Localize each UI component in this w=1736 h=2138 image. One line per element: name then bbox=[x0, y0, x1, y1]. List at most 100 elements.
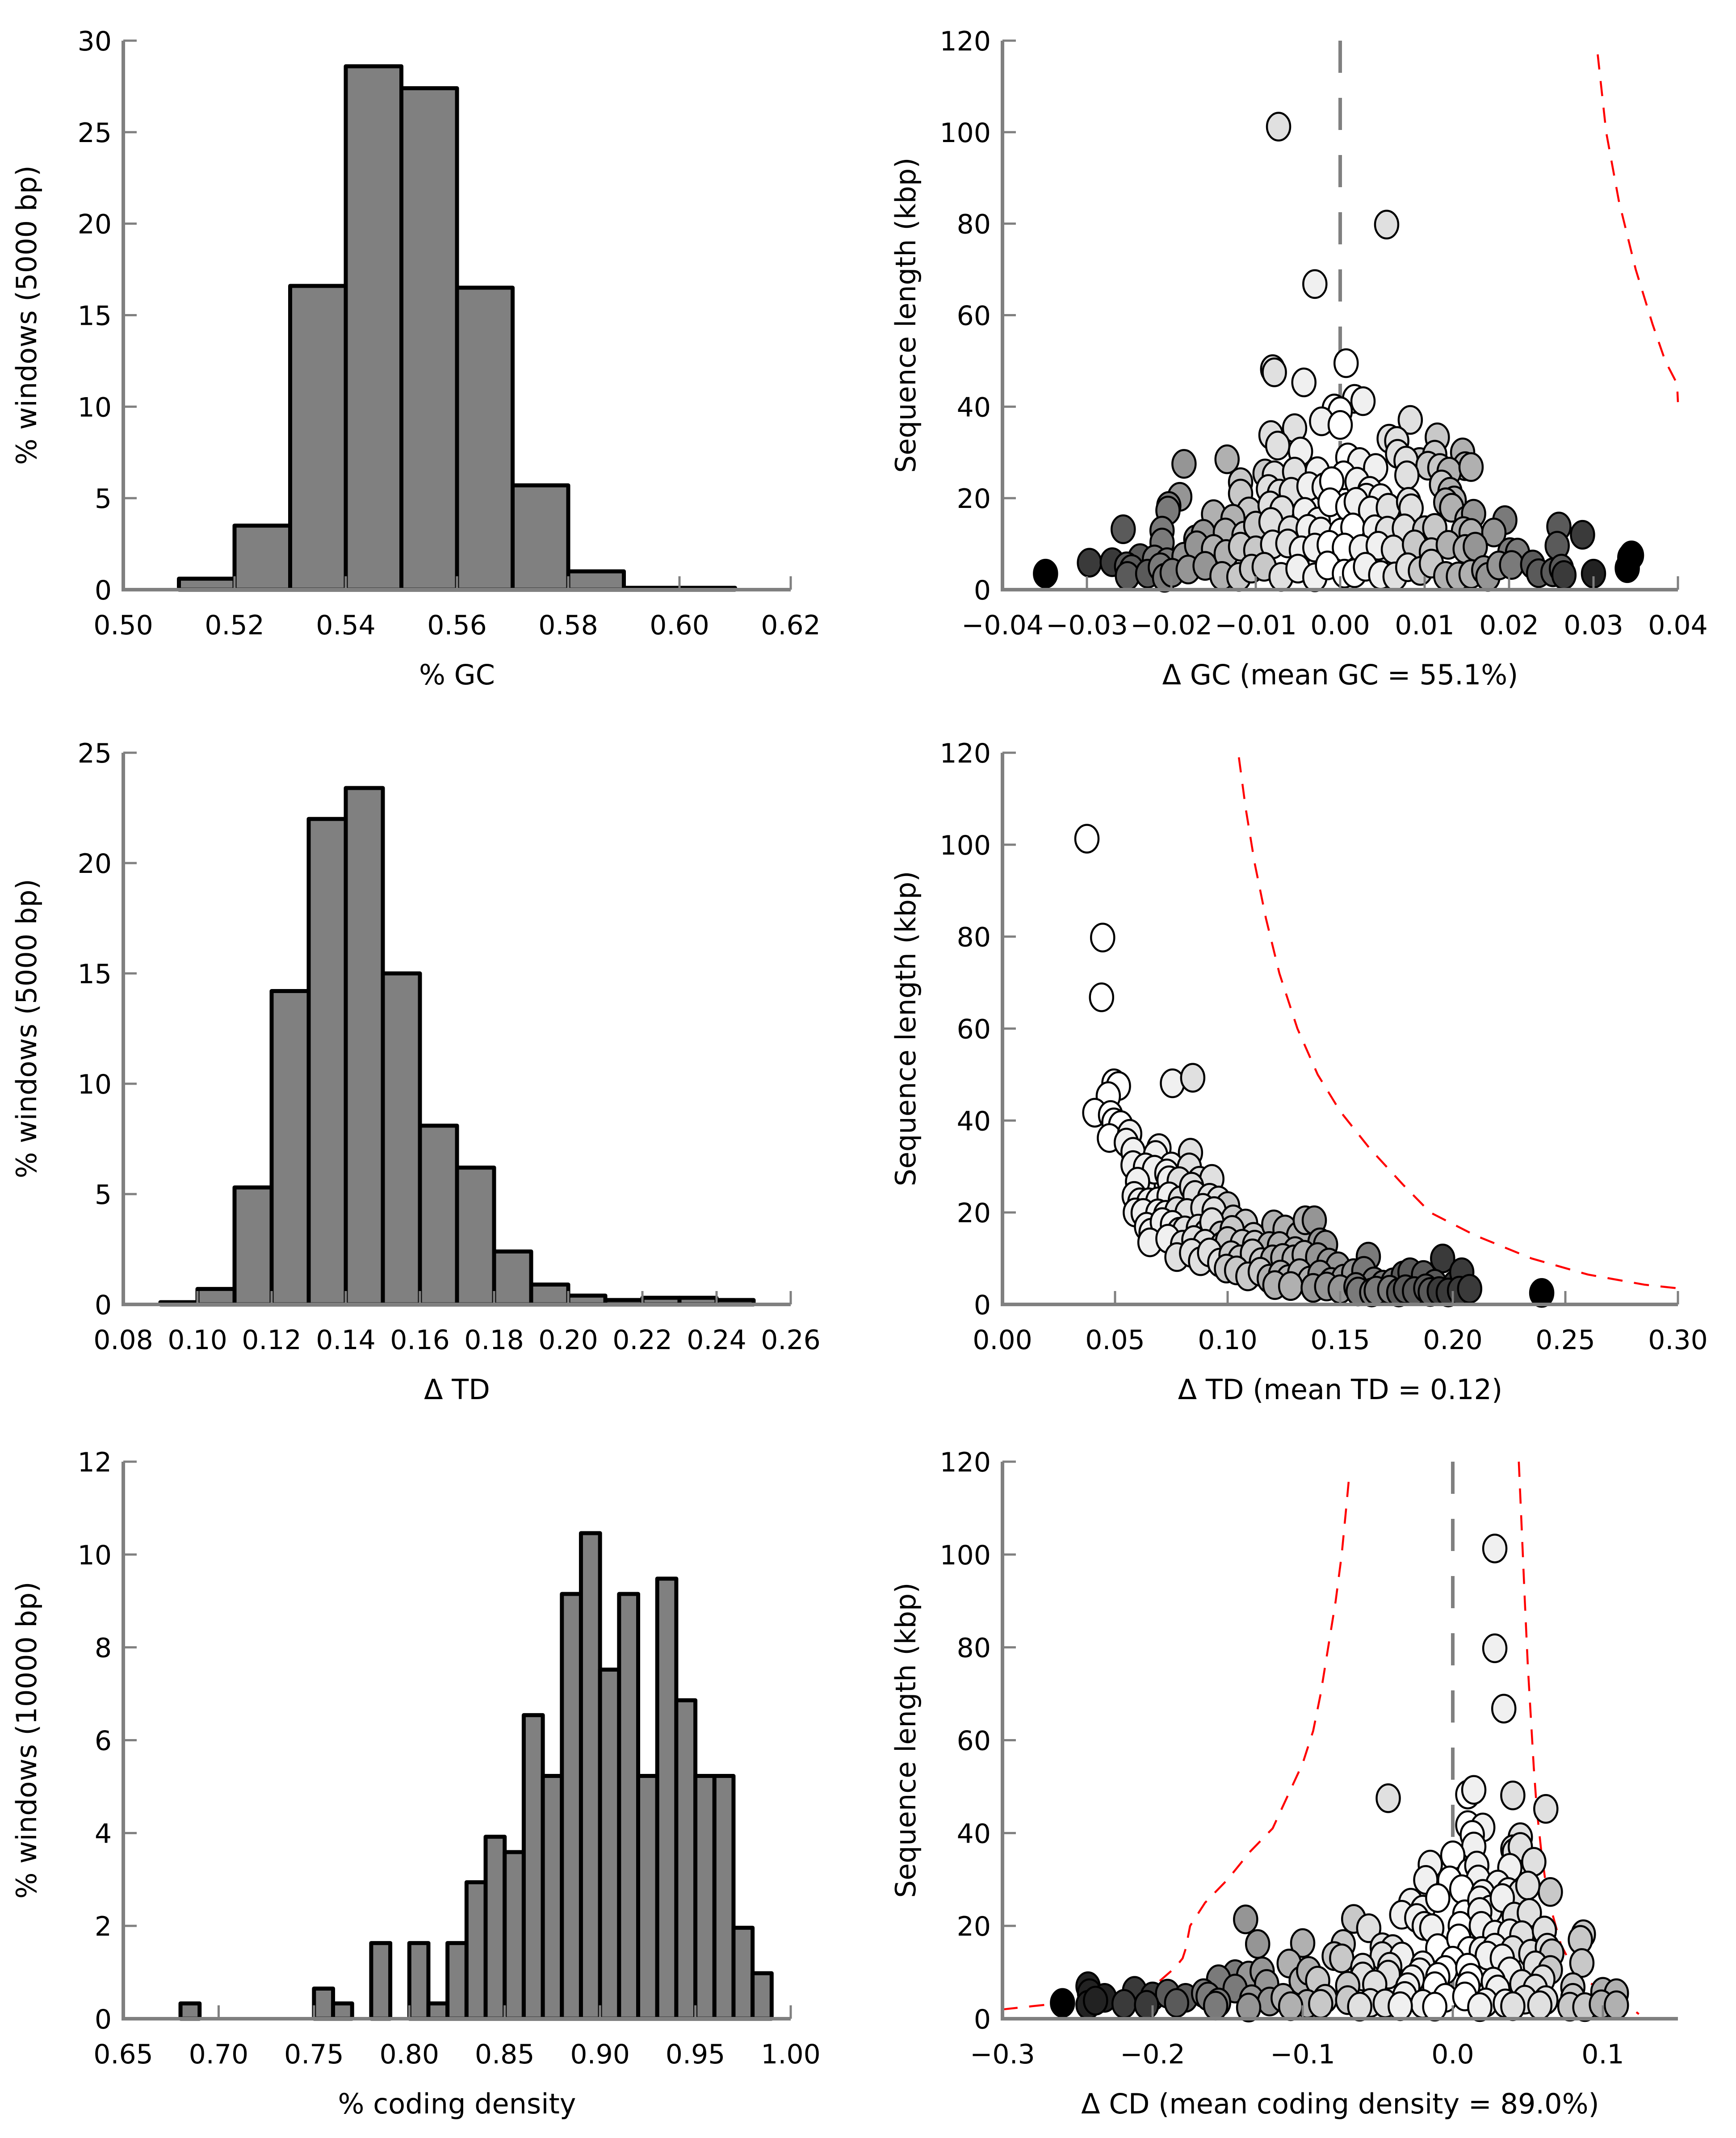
scatter-point bbox=[1171, 449, 1197, 479]
y-tick-label: 20 bbox=[957, 1198, 991, 1229]
scatter-point bbox=[1033, 558, 1058, 589]
histogram-bar bbox=[492, 1249, 533, 1307]
y-axis-label: % windows (5000 bp) bbox=[10, 879, 43, 1178]
histogram-bar bbox=[503, 1850, 526, 2021]
scatter-point bbox=[1458, 452, 1484, 482]
histogram-bar bbox=[529, 1283, 570, 1307]
y-tick-label: 40 bbox=[957, 392, 991, 423]
x-tick-label: 0.10 bbox=[1198, 1325, 1258, 1356]
histogram-bar bbox=[331, 2001, 354, 2021]
threshold-curve-right bbox=[1597, 54, 1679, 402]
histogram-bar bbox=[655, 1576, 679, 2021]
scatter-point bbox=[1291, 367, 1317, 398]
x-axis-label: % GC bbox=[419, 658, 495, 691]
histogram-bar bbox=[426, 2001, 450, 2021]
histogram-bar bbox=[693, 1774, 717, 2021]
scatter-point bbox=[1529, 1278, 1555, 1308]
y-tick-label: 40 bbox=[957, 1818, 991, 1849]
scatter-point bbox=[1551, 560, 1577, 590]
y-tick-label: 20 bbox=[78, 848, 112, 880]
x-tick-label: 0.03 bbox=[1564, 610, 1623, 641]
y-tick-label: 30 bbox=[78, 26, 112, 57]
histogram-bar bbox=[731, 1925, 755, 2021]
histogram-bar bbox=[344, 786, 385, 1307]
x-axis-label: Δ GC (mean GC = 55.1%) bbox=[1162, 658, 1518, 691]
scatter-point bbox=[1089, 982, 1115, 1012]
histogram-bar bbox=[232, 1185, 274, 1307]
histogram-bar bbox=[560, 1592, 583, 2021]
scatter-point bbox=[1111, 1989, 1137, 2019]
x-tick-label: 0.65 bbox=[93, 2039, 153, 2070]
scatter-point bbox=[1347, 1991, 1372, 2022]
scatter-point bbox=[1394, 460, 1420, 490]
scatter-point bbox=[1425, 1883, 1451, 1913]
x-tick-label: 0.0 bbox=[1431, 2039, 1474, 2070]
histogram-bar bbox=[344, 64, 403, 592]
histogram-bar bbox=[232, 524, 292, 592]
scatter-point bbox=[1527, 1990, 1553, 2021]
y-tick-label: 25 bbox=[78, 117, 112, 149]
scatter-point bbox=[1308, 1989, 1333, 2019]
scatter-point bbox=[1180, 1063, 1206, 1093]
histogram-bar bbox=[288, 284, 348, 592]
x-tick-label: 0.14 bbox=[316, 1325, 376, 1356]
y-tick-label: 10 bbox=[78, 1069, 112, 1100]
scatter-point bbox=[1265, 431, 1291, 461]
scatter-point bbox=[1500, 1991, 1526, 2021]
histogram-bar bbox=[399, 86, 459, 592]
x-tick-label: −0.04 bbox=[961, 610, 1044, 641]
histogram-bar bbox=[269, 989, 311, 1307]
y-tick-label: 0 bbox=[95, 575, 112, 606]
y-tick-label: 60 bbox=[957, 301, 991, 332]
threshold-curve-right bbox=[1237, 757, 1678, 1290]
x-tick-label: 0.58 bbox=[538, 610, 598, 641]
x-tick-label: 0.52 bbox=[205, 610, 264, 641]
x-tick-label: 0.60 bbox=[650, 610, 709, 641]
scatter-point bbox=[1262, 357, 1287, 387]
y-tick-label: 0 bbox=[95, 2004, 112, 2035]
panel-gc-histogram: 0 5 10 15 20 25 30 0.50 0.52 0.54 0.56 0.58 0.60 0.62… bbox=[10, 26, 821, 691]
scatter-point bbox=[1397, 405, 1423, 435]
scatter-point bbox=[1083, 1986, 1108, 2016]
y-tick-label: 80 bbox=[957, 922, 991, 953]
threshold-curve-left bbox=[1002, 1475, 1350, 2011]
panel-td-histogram: 0 5 10 15 20 25 0.08 0.10 0.12 0.14 0.16 0.18 0.20 0.… bbox=[10, 738, 821, 1406]
scatter-point bbox=[1388, 1991, 1413, 2021]
x-tick-label: 0.70 bbox=[189, 2039, 249, 2070]
scatter-point bbox=[1302, 269, 1328, 299]
y-tick-label: 120 bbox=[939, 738, 991, 769]
histogram-bar bbox=[483, 1835, 507, 2021]
histogram-bar bbox=[418, 1123, 459, 1307]
histogram-bar bbox=[381, 971, 422, 1307]
scatter-point bbox=[1278, 1271, 1304, 1301]
scatter-point bbox=[1461, 1775, 1487, 1805]
x-tick-label: 0.12 bbox=[242, 1325, 302, 1356]
x-tick-label: 0.80 bbox=[379, 2039, 439, 2070]
scatter-point bbox=[1482, 1534, 1508, 1564]
histogram-bar bbox=[178, 2001, 202, 2021]
y-tick-label: 0 bbox=[974, 1290, 991, 1321]
bars bbox=[177, 64, 737, 592]
scatter-point bbox=[1422, 1991, 1447, 2022]
scatter-point bbox=[1266, 112, 1292, 142]
panel-cd-scatter: 0 20 40 60 80 100 120 −0.3 −0.2 −0.1 0.0 0.1 Δ CD (m… bbox=[889, 1447, 1678, 2120]
scatter-point bbox=[1481, 517, 1507, 548]
histogram-bar bbox=[712, 1774, 736, 2021]
scatter-point bbox=[1500, 1780, 1526, 1811]
scatter-point bbox=[1090, 922, 1115, 952]
y-tick-label: 15 bbox=[78, 301, 112, 332]
histogram-bar bbox=[674, 1698, 698, 2021]
x-tick-label: 0.10 bbox=[168, 1325, 227, 1356]
y-tick-label: 0 bbox=[974, 2004, 991, 2035]
x-tick-label: 0.85 bbox=[475, 2039, 535, 2070]
x-tick-label: −0.01 bbox=[1215, 610, 1297, 641]
y-tick-label: 0 bbox=[974, 575, 991, 606]
scatter-point bbox=[1077, 548, 1102, 578]
histogram-bar bbox=[751, 1971, 774, 2021]
scatter-point bbox=[1374, 210, 1400, 239]
x-tick-label: −0.02 bbox=[1130, 610, 1212, 641]
histogram-bar bbox=[598, 1668, 621, 2021]
y-axis-label: Sequence length (kbp) bbox=[889, 1583, 922, 1898]
histogram-bar bbox=[617, 1592, 641, 2021]
